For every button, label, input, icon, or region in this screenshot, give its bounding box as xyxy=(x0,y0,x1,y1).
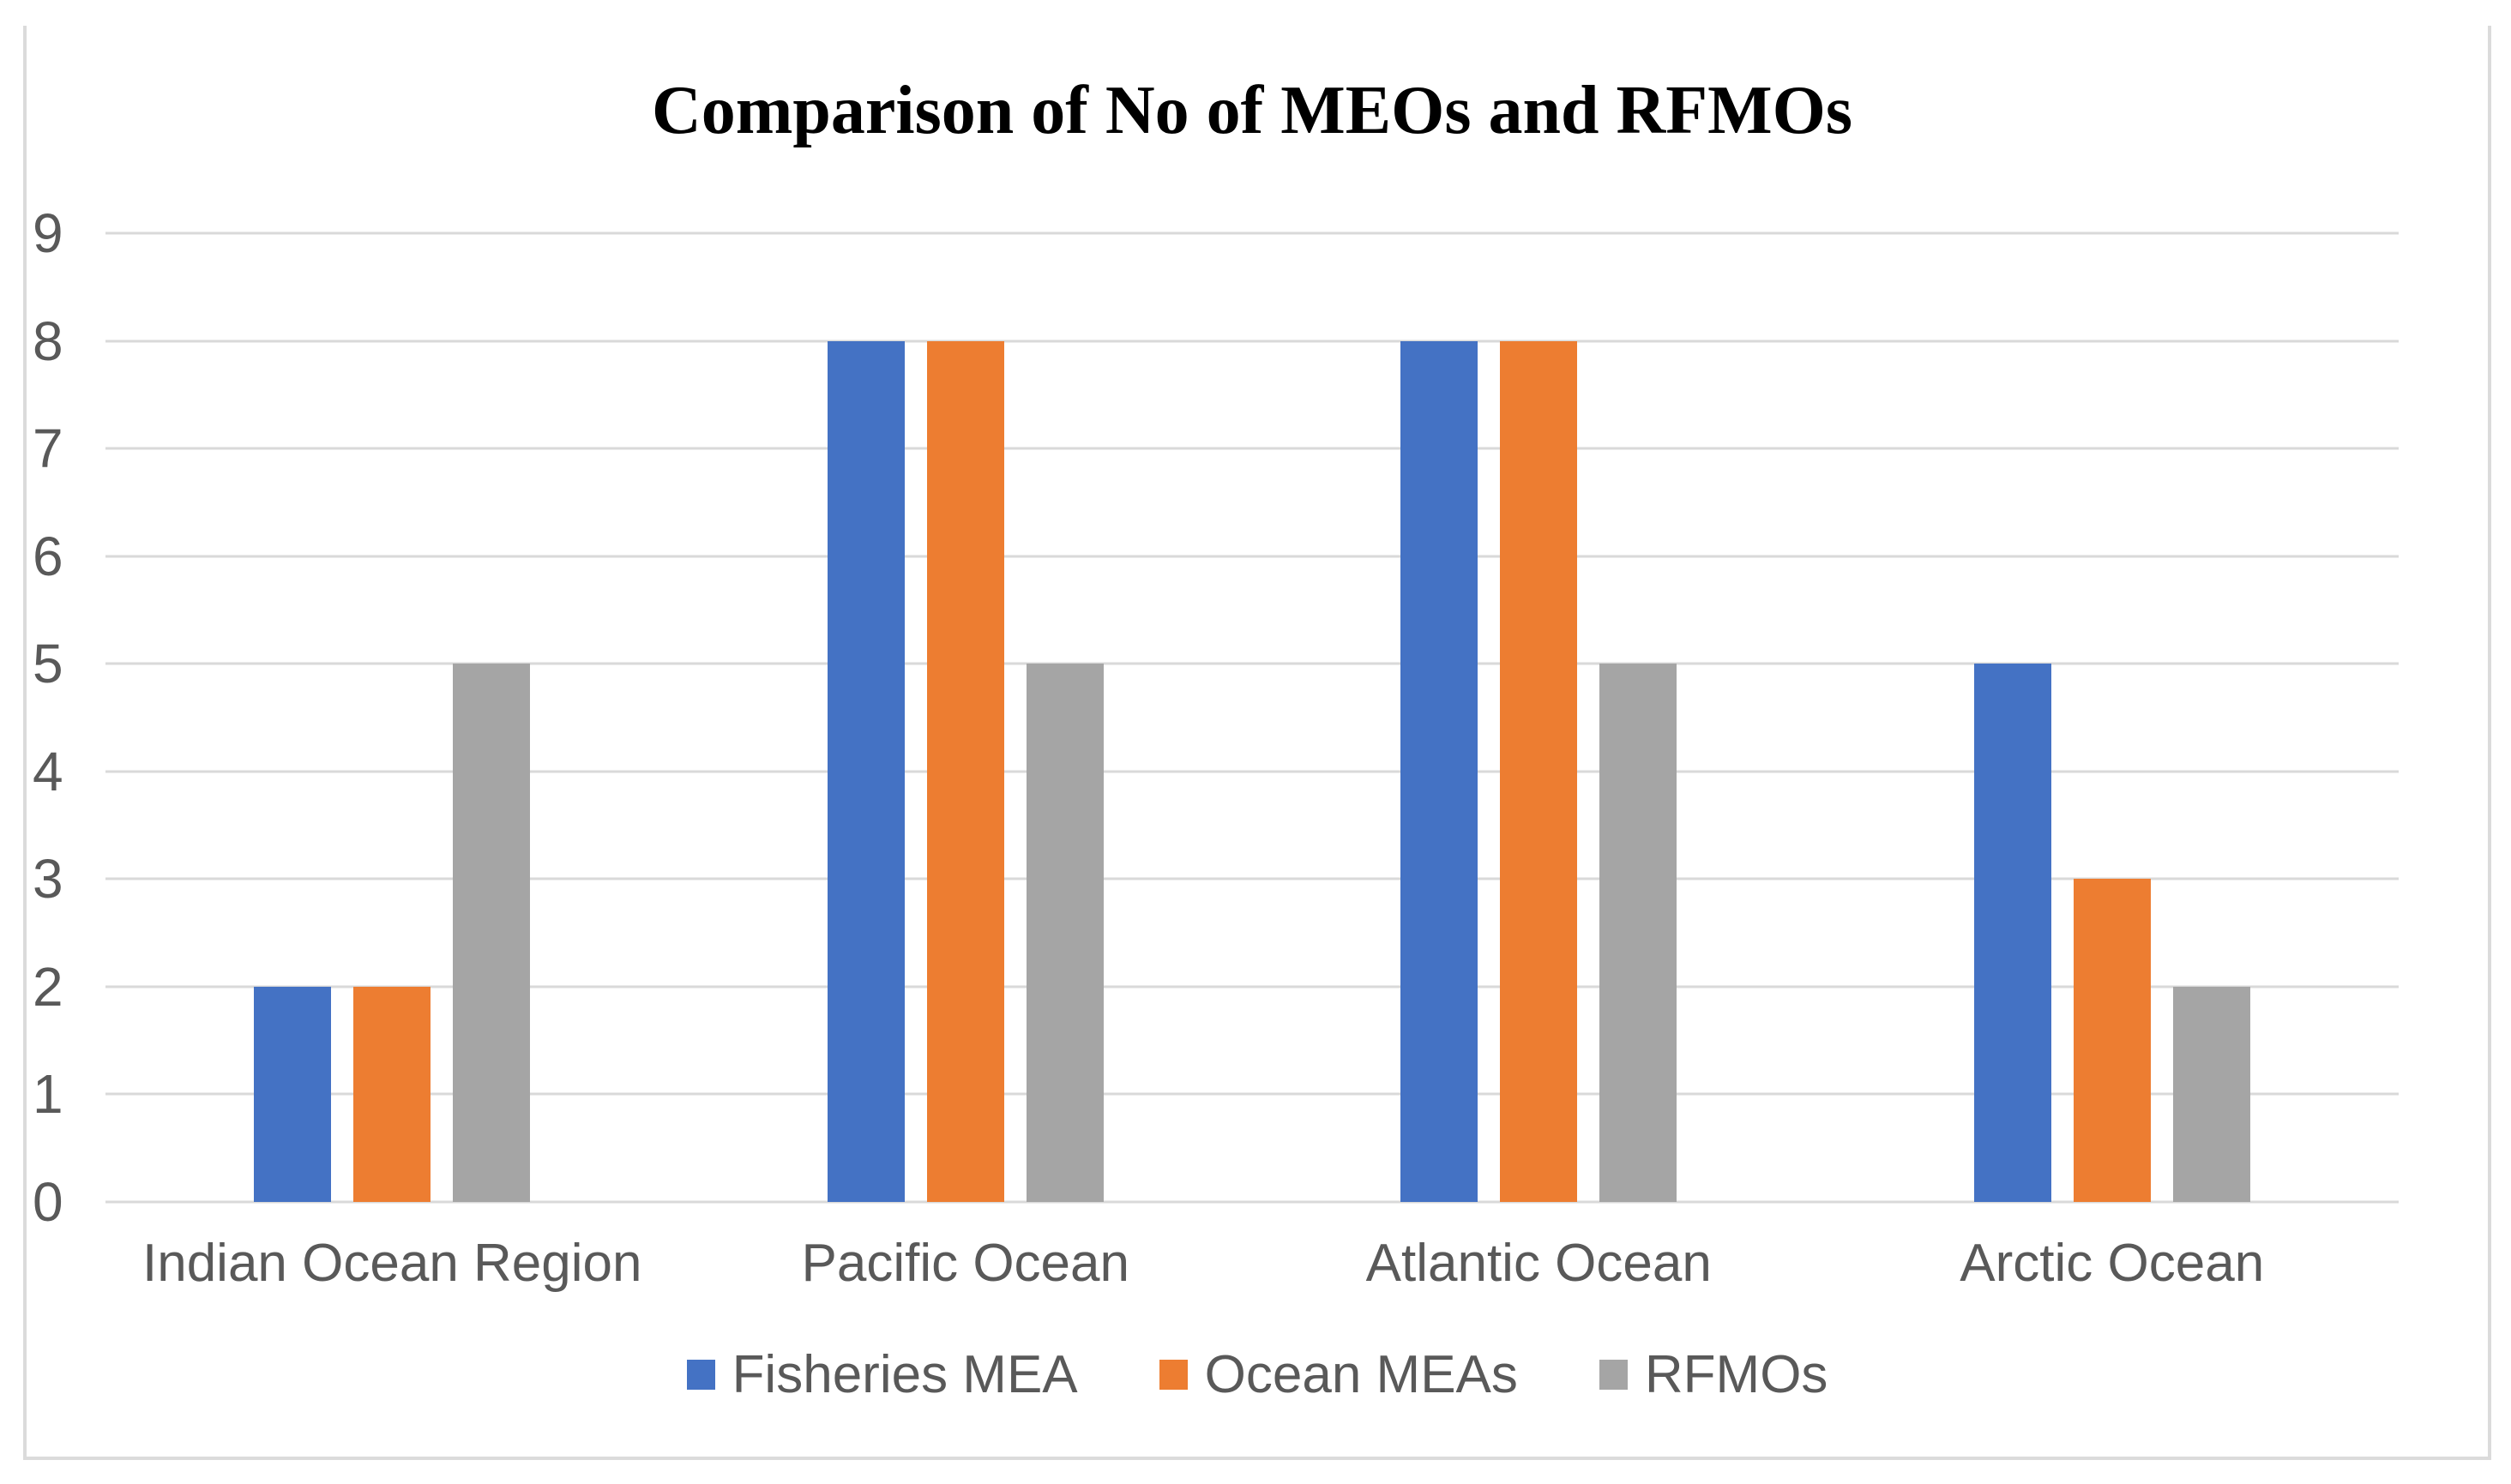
x-axis-category-label-pacific-ocean: Pacific Ocean xyxy=(801,1234,1129,1293)
x-axis-category-label-atlantic-ocean: Atlantic Ocean xyxy=(1365,1234,1712,1293)
legend-swatch-fisheries-mea xyxy=(686,1360,715,1390)
y-axis-tick-label: 8 xyxy=(33,309,63,372)
bars-layer xyxy=(105,233,2399,1202)
category-group-indian-ocean-region xyxy=(105,233,679,1202)
gridline xyxy=(105,339,2399,343)
chart-legend: Fisheries MEA Ocean MEAs RFMOs xyxy=(23,1344,2491,1405)
gridline xyxy=(105,1092,2399,1096)
y-axis-tick-label: 7 xyxy=(33,418,63,480)
legend-item-ocean-meas[interactable]: Ocean MEAs xyxy=(1159,1344,1518,1405)
x-axis-category-label-arctic-ocean: Arctic Ocean xyxy=(1960,1234,2265,1293)
x-axis-category-label-indian-ocean-region: Indian Ocean Region xyxy=(142,1234,642,1293)
y-axis-tick-label: 1 xyxy=(33,1063,63,1126)
y-axis-tick-label: 5 xyxy=(33,633,63,695)
gridline xyxy=(105,231,2399,235)
chart-title: Comparison of No of MEOs and RFMOs xyxy=(651,73,1853,148)
gridline xyxy=(105,985,2399,988)
category-group-atlantic-ocean xyxy=(1252,233,1826,1202)
legend-item-fisheries-mea[interactable]: Fisheries MEA xyxy=(686,1344,1078,1405)
category-group-pacific-ocean xyxy=(679,233,1253,1202)
legend-label-rfmos: RFMOs xyxy=(1644,1345,1828,1404)
legend-label-fisheries-mea: Fisheries MEA xyxy=(732,1345,1078,1404)
gridlines-layer xyxy=(105,231,2399,1204)
legend-label-ocean-meas: Ocean MEAs xyxy=(1204,1345,1518,1404)
y-axis-tick-label: 9 xyxy=(33,202,63,264)
chart-frame-border xyxy=(23,26,2491,1460)
bar-fisheries-mea-arctic-ocean[interactable] xyxy=(1973,664,2051,1202)
gridline xyxy=(105,555,2399,558)
legend-item-rfmos[interactable]: RFMOs xyxy=(1599,1344,1828,1405)
bar-ocean-meas-pacific-ocean[interactable] xyxy=(926,340,1004,1202)
bar-rfmos-pacific-ocean[interactable] xyxy=(1026,664,1104,1202)
plot-area xyxy=(105,231,2399,1204)
bar-ocean-meas-atlantic-ocean[interactable] xyxy=(1500,340,1578,1202)
y-axis-tick-label: 0 xyxy=(33,1171,63,1233)
bar-rfmos-arctic-ocean[interactable] xyxy=(2172,986,2250,1202)
legend-swatch-rfmos xyxy=(1599,1360,1628,1390)
bar-fisheries-mea-pacific-ocean[interactable] xyxy=(827,340,905,1202)
gridline xyxy=(105,1200,2399,1204)
bar-ocean-meas-arctic-ocean[interactable] xyxy=(2073,879,2151,1202)
y-axis-tick-label: 3 xyxy=(33,848,63,910)
bar-fisheries-mea-indian-ocean-region[interactable] xyxy=(254,986,332,1202)
gridline xyxy=(105,877,2399,880)
bar-rfmos-atlantic-ocean[interactable] xyxy=(1599,664,1677,1202)
y-axis-tick-label: 4 xyxy=(33,740,63,802)
category-group-arctic-ocean xyxy=(1826,233,2400,1202)
y-axis-tick-label: 6 xyxy=(33,525,63,587)
legend-swatch-ocean-meas xyxy=(1159,1360,1188,1390)
bar-rfmos-indian-ocean-region[interactable] xyxy=(453,664,531,1202)
gridline xyxy=(105,662,2399,665)
gridline xyxy=(105,770,2399,773)
bar-ocean-meas-indian-ocean-region[interactable] xyxy=(353,986,431,1202)
y-axis-tick-label: 2 xyxy=(33,955,63,1018)
bar-fisheries-mea-atlantic-ocean[interactable] xyxy=(1400,340,1478,1202)
gridline xyxy=(105,447,2399,450)
x-axis-labels: Indian Ocean Region Pacific Ocean Atlantic… xyxy=(105,1233,2399,1294)
